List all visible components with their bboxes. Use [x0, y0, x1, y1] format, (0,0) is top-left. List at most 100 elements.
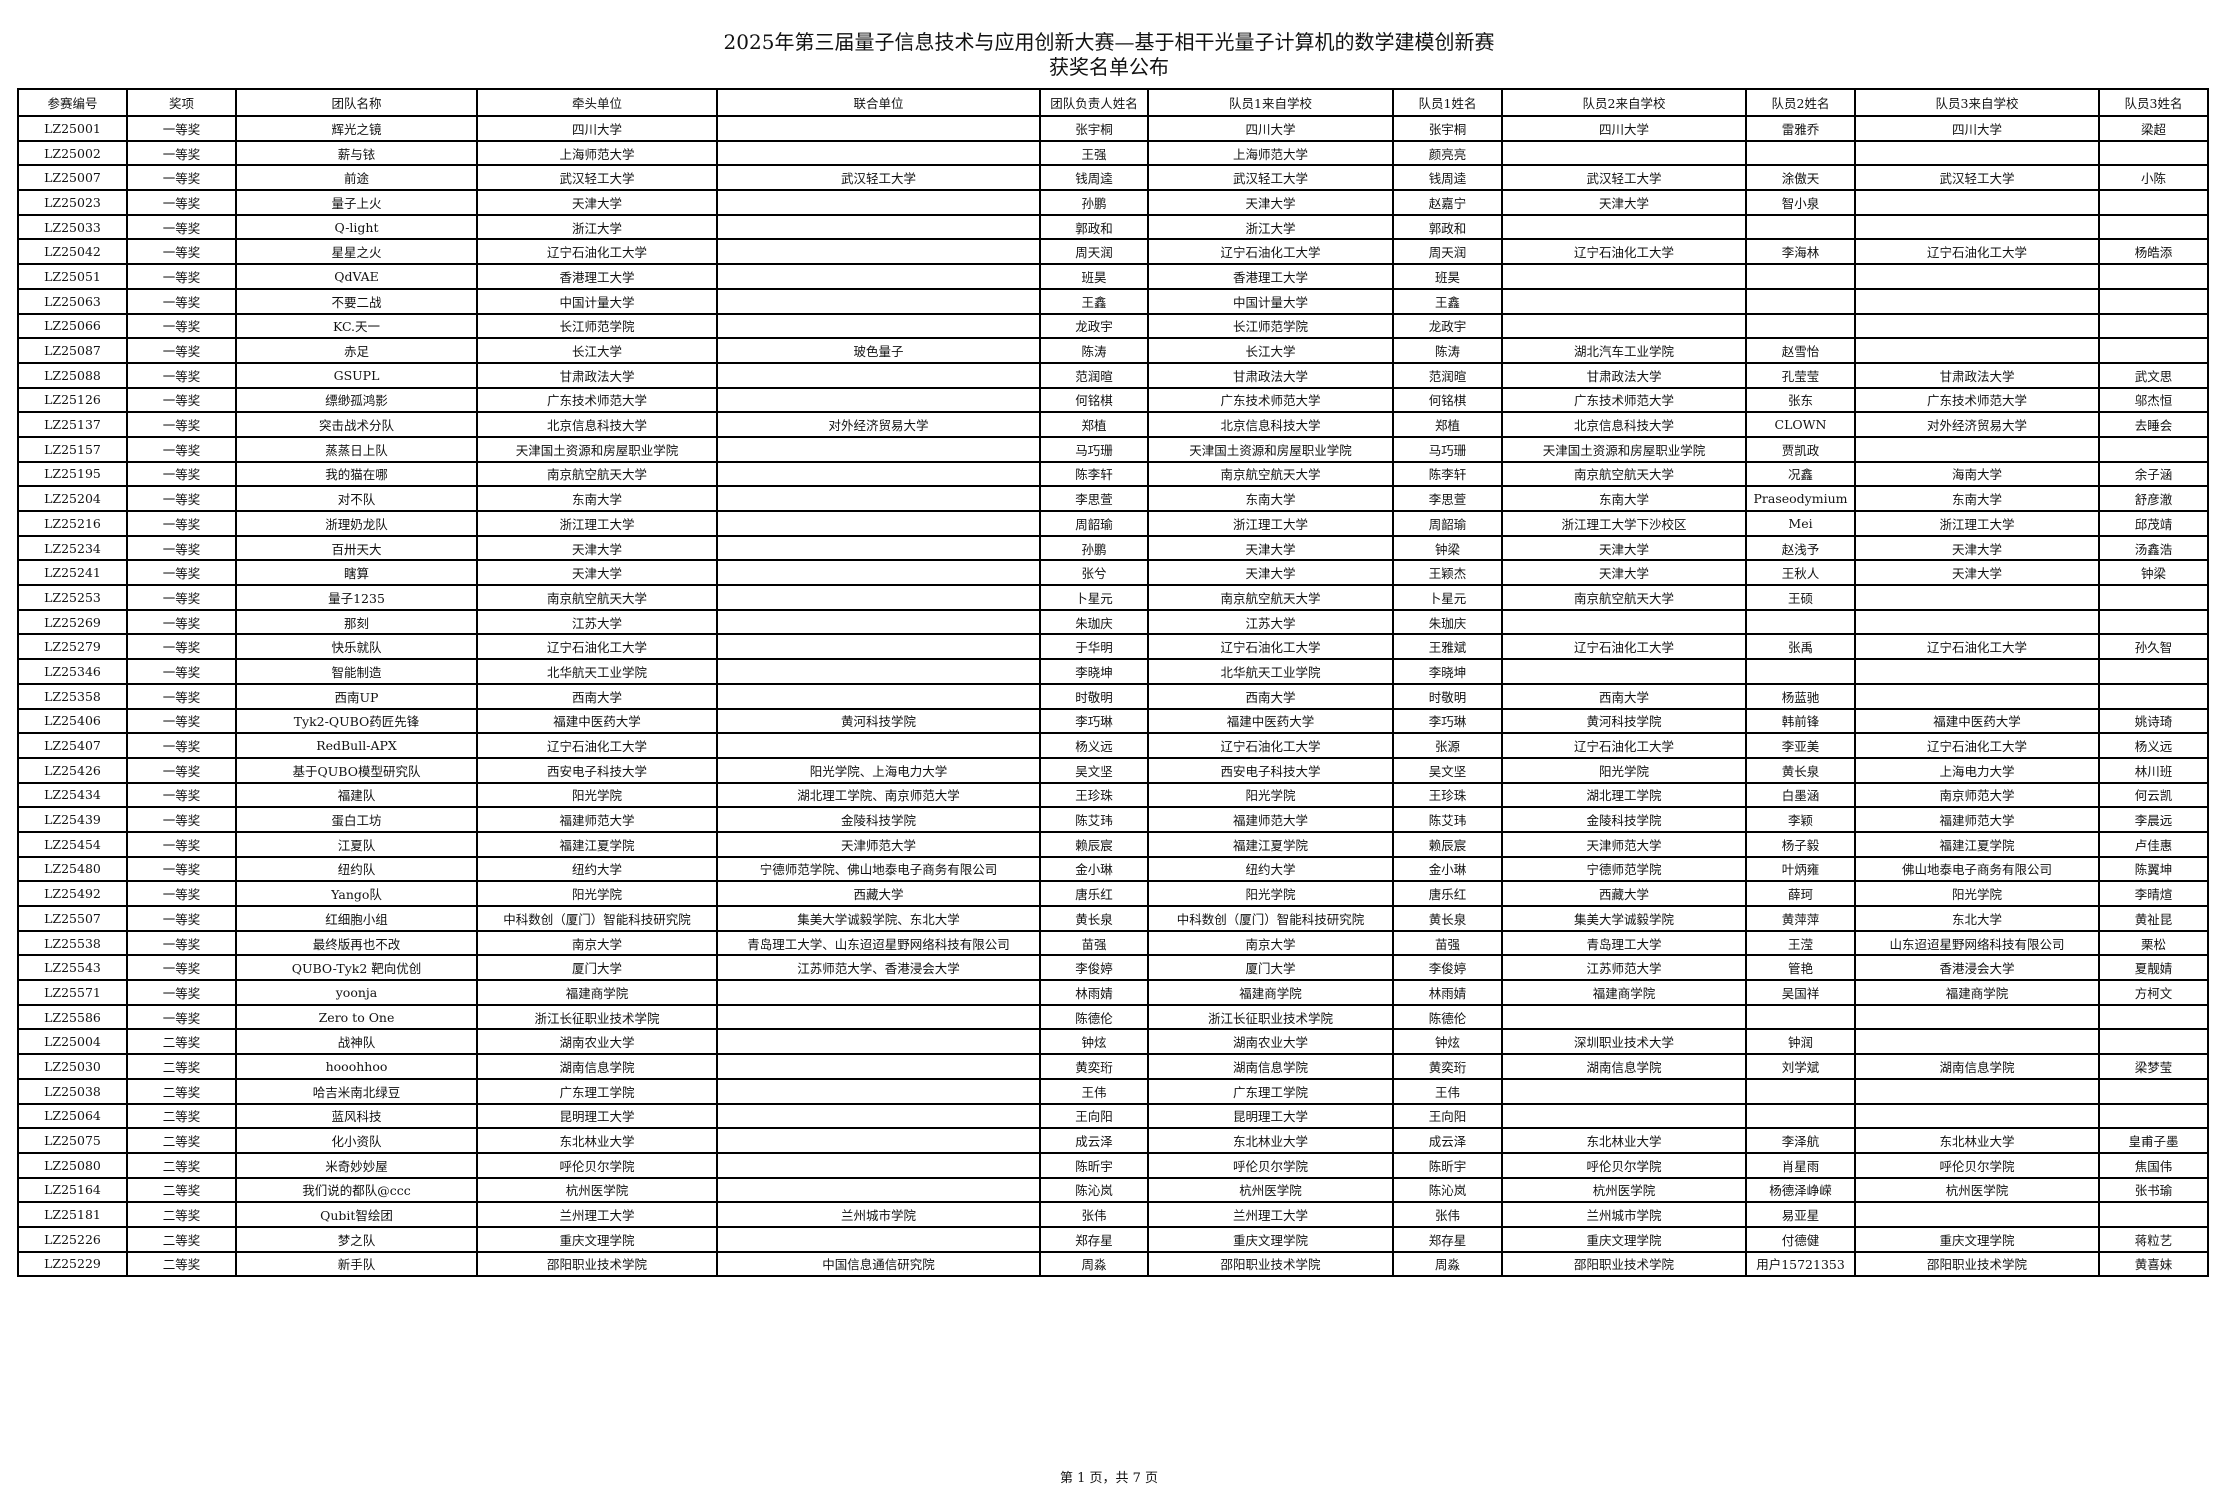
cell-member3-name: 杨义远 [2098, 732, 2209, 759]
cell-team-name: 星星之火 [235, 238, 478, 266]
cell-member2-school [1501, 263, 1747, 290]
cell-team-name: Zero to One [235, 1003, 478, 1031]
cell-lead-unit: 辽宁石油化工大学 [476, 238, 718, 266]
cell-member3-name: 汤鑫浩 [2098, 534, 2209, 562]
cell-leader-name: 李晓坤 [1039, 658, 1149, 685]
cell-member3-name: 张书瑜 [2098, 1176, 2209, 1204]
cell-member3-school [1854, 1003, 2100, 1031]
cell-joint-unit [716, 584, 1041, 611]
cell-lead-unit: 天津大学 [476, 534, 718, 562]
cell-member1-school: 东南大学 [1147, 485, 1394, 512]
cell-team-name: 缥缈孤鸿影 [235, 386, 478, 414]
cell-member2-name: 刘学斌 [1745, 1053, 1856, 1080]
cell-entry-id: LZ25064 [17, 1102, 128, 1130]
cell-member3-school: 山东迢迢星野网络科技有限公司 [1854, 929, 2100, 957]
cell-entry-id: LZ25346 [17, 658, 128, 685]
cell-member2-name: 叶炳雍 [1745, 855, 1856, 883]
table-row: LZ25586 一等奖 Zero to One 浙江长征职业技术学院 陈德伦 浙江长征职业… [17, 1003, 2209, 1031]
cell-member3-name: 黄喜妹 [2098, 1250, 2209, 1278]
table-row: LZ25406 一等奖 Tyk2-QUBO药匠先锋 福建中医药大学 黄河科技学院 李巧琳福… [17, 707, 2209, 735]
cell-member1-school: 江苏大学 [1147, 608, 1394, 636]
cell-team-name: 化小资队 [235, 1127, 478, 1154]
cell-joint-unit [716, 559, 1041, 587]
table-row: LZ25480 一等奖 纽约队 纽约大学 宁德师范学院、佛山地泰电子商务有限公司 金小琳纽… [17, 855, 2209, 883]
cell-lead-unit: 天津大学 [476, 189, 718, 216]
cell-team-name: 量子1235 [235, 584, 478, 611]
cell-member3-school [1854, 263, 2100, 290]
cell-award: 一等奖 [126, 312, 237, 340]
cell-member1-name: 王向阳 [1392, 1102, 1503, 1130]
cell-lead-unit: 重庆文理学院 [476, 1225, 718, 1253]
cell-leader-name: 黄长泉 [1039, 905, 1149, 932]
table-row: LZ25157 一等奖 蒸蒸日上队 天津国土资源和房屋职业学院 马巧珊 天津国土资源和房屋… [17, 435, 2209, 463]
cell-leader-name: 时敬明 [1039, 682, 1149, 710]
column-header-member1-name: 队员1姓名 [1392, 88, 1503, 117]
cell-member2-name: 薛珂 [1745, 880, 1856, 907]
cell-team-name: 哈吉米南北绿豆 [235, 1077, 478, 1105]
cell-leader-name: 王向阳 [1039, 1102, 1149, 1130]
cell-joint-unit: 武汉轻工大学 [716, 164, 1041, 192]
cell-leader-name: 郭政和 [1039, 213, 1149, 241]
cell-joint-unit [716, 534, 1041, 562]
cell-member3-school [1854, 584, 2100, 611]
cell-member3-school: 东南大学 [1854, 485, 2100, 512]
cell-joint-unit: 宁德师范学院、佛山地泰电子商务有限公司 [716, 855, 1041, 883]
cell-award: 二等奖 [126, 1225, 237, 1253]
cell-member2-name [1745, 213, 1856, 241]
cell-joint-unit: 湖北理工学院、南京师范大学 [716, 781, 1041, 809]
cell-award: 一等奖 [126, 954, 237, 982]
document-subtitle: 获奖名单公布 [1049, 55, 1169, 79]
cell-entry-id: LZ25023 [17, 189, 128, 216]
cell-team-name: Qubit智绘团 [235, 1201, 478, 1228]
cell-leader-name: 班昊 [1039, 263, 1149, 290]
cell-member1-name: 李巧琳 [1392, 707, 1503, 735]
cell-member2-school: 湖北汽车工业学院 [1501, 337, 1747, 364]
column-header-lead-unit: 牵头单位 [476, 88, 718, 117]
cell-entry-id: LZ25137 [17, 411, 128, 438]
cell-award: 一等奖 [126, 510, 237, 537]
cell-award: 一等奖 [126, 880, 237, 907]
cell-entry-id: LZ25407 [17, 732, 128, 759]
cell-award: 一等奖 [126, 435, 237, 463]
cell-member1-school: 浙江理工大学 [1147, 510, 1394, 537]
cell-team-name: yoonja [235, 979, 478, 1006]
cell-member2-name: 雷雅乔 [1745, 115, 1856, 142]
cell-member2-school: 青岛理工大学 [1501, 929, 1747, 957]
cell-joint-unit [716, 1176, 1041, 1204]
table-row: LZ25346 一等奖 智能制造 北华航天工业学院 李晓坤 北华航天工业学院 李晓坤 [17, 658, 2209, 685]
cell-member1-school: 四川大学 [1147, 115, 1394, 142]
cell-member2-school [1501, 213, 1747, 241]
cell-member2-name: 李亚美 [1745, 732, 1856, 759]
cell-member1-name: 龙政宇 [1392, 312, 1503, 340]
cell-lead-unit: 南京航空航天大学 [476, 584, 718, 611]
column-header-joint-unit: 联合单位 [716, 88, 1041, 117]
cell-member1-school: 浙江长征职业技术学院 [1147, 1003, 1394, 1031]
cell-member2-school: 广东技术师范大学 [1501, 386, 1747, 414]
cell-joint-unit [716, 979, 1041, 1006]
cell-member2-school [1501, 1003, 1747, 1031]
cell-award: 一等奖 [126, 830, 237, 858]
cell-joint-unit [716, 633, 1041, 661]
cell-leader-name: 周韶瑜 [1039, 510, 1149, 537]
cell-member3-school: 对外经济贸易大学 [1854, 411, 2100, 438]
cell-member2-name: 李海林 [1745, 238, 1856, 266]
table-header-row: 参赛编号 奖项 团队名称 牵头单位 联合单位 团队负责人姓名 队员1来自学校 队员1姓名 队员2… [17, 88, 2209, 117]
cell-award: 一等奖 [126, 633, 237, 661]
cell-entry-id: LZ25216 [17, 510, 128, 537]
cell-joint-unit [716, 1003, 1041, 1031]
cell-team-name: 瞎算 [235, 559, 478, 587]
cell-award: 一等奖 [126, 164, 237, 192]
cell-member1-school: 香港理工大学 [1147, 263, 1394, 290]
cell-lead-unit: 天津国土资源和房屋职业学院 [476, 435, 718, 463]
cell-member1-school: 厦门大学 [1147, 954, 1394, 982]
cell-leader-name: 范润暄 [1039, 361, 1149, 389]
cell-member3-school: 福建商学院 [1854, 979, 2100, 1006]
cell-member3-school: 广东技术师范大学 [1854, 386, 2100, 414]
cell-joint-unit [716, 1077, 1041, 1105]
cell-team-name: 基于QUBO模型研究队 [235, 756, 478, 784]
cell-member3-name: 舒彦澈 [2098, 485, 2209, 512]
cell-lead-unit: 长江师范学院 [476, 312, 718, 340]
cell-award: 一等奖 [126, 386, 237, 414]
cell-member2-school: 杭州医学院 [1501, 1176, 1747, 1204]
cell-member3-school [1854, 337, 2100, 364]
